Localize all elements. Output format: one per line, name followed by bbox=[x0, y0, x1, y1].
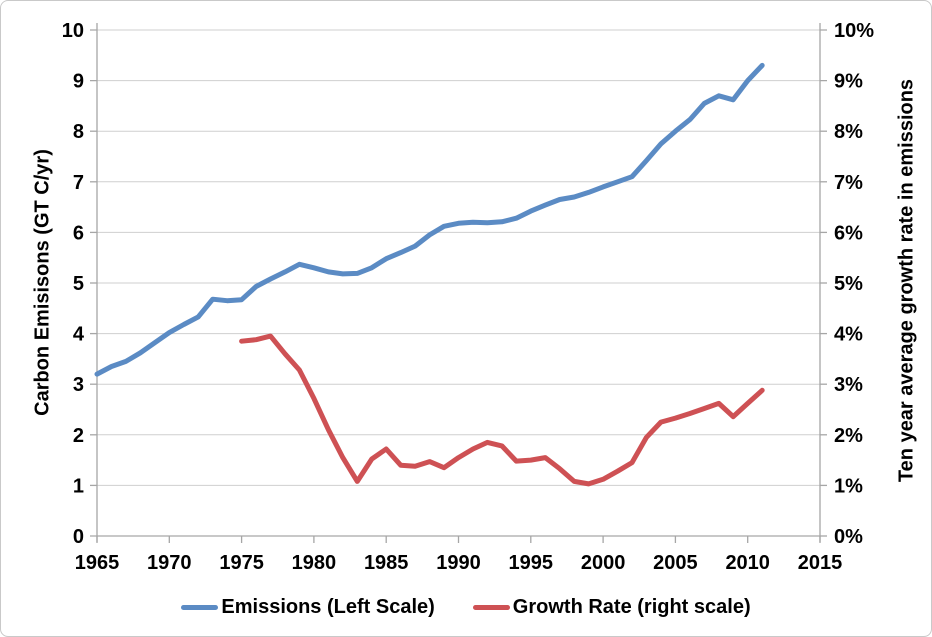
right-tick-label: 5% bbox=[834, 273, 863, 295]
legend-item-growth-rate: Growth Rate (right scale) bbox=[472, 596, 751, 619]
x-tick-label: 2010 bbox=[725, 552, 770, 574]
left-tick-label: 4 bbox=[73, 324, 85, 346]
right-tick-label: 3% bbox=[834, 374, 863, 396]
emissions-line bbox=[94, 62, 765, 377]
x-tick-label: 2005 bbox=[653, 552, 698, 574]
right-tick-label: 4% bbox=[834, 324, 863, 346]
left-tick-label: 9 bbox=[73, 71, 84, 93]
left-tick-label: 5 bbox=[73, 273, 84, 295]
growth-rate-line bbox=[239, 333, 765, 487]
x-tick-label: 1995 bbox=[509, 552, 554, 574]
x-tick-label: 1985 bbox=[364, 552, 409, 574]
legend: Emissions (Left Scale) Growth Rate (righ… bbox=[1, 596, 931, 619]
left-tick-label: 10 bbox=[62, 20, 84, 42]
right-tick-label: 1% bbox=[834, 475, 863, 497]
right-tick-label: 7% bbox=[834, 172, 863, 194]
left-tick-label: 1 bbox=[73, 475, 84, 497]
legend-label-growth-rate: Growth Rate (right scale) bbox=[512, 596, 751, 618]
left-tick-label: 0 bbox=[73, 526, 84, 548]
right-tick-label: 6% bbox=[834, 222, 863, 244]
x-tick-label: 1970 bbox=[147, 552, 192, 574]
x-tick-label: 1990 bbox=[436, 552, 481, 574]
legend-item-emissions: Emissions (Left Scale) bbox=[181, 596, 435, 619]
right-tick-label: 2% bbox=[834, 425, 863, 447]
x-tick-label: 2015 bbox=[798, 552, 843, 574]
left-tick-label: 3 bbox=[73, 374, 84, 396]
x-tick-label: 1965 bbox=[75, 552, 120, 574]
emissions-line-swatch bbox=[181, 605, 219, 610]
x-tick-label: 1980 bbox=[292, 552, 337, 574]
left-tick-label: 2 bbox=[73, 425, 84, 447]
x-tick-label: 2000 bbox=[581, 552, 626, 574]
left-tick-label: 7 bbox=[73, 172, 84, 194]
x-tick-label: 1975 bbox=[219, 552, 264, 574]
left-tick-label: 8 bbox=[73, 121, 84, 143]
left-tick-label: 6 bbox=[73, 222, 84, 244]
right-tick-label: 10% bbox=[834, 20, 874, 42]
right-tick-label: 0% bbox=[834, 526, 863, 548]
right-tick-label: 8% bbox=[834, 121, 863, 143]
growth-rate-line-swatch bbox=[472, 605, 510, 610]
right-tick-label: 9% bbox=[834, 71, 863, 93]
legend-label-emissions: Emissions (Left Scale) bbox=[221, 596, 435, 618]
